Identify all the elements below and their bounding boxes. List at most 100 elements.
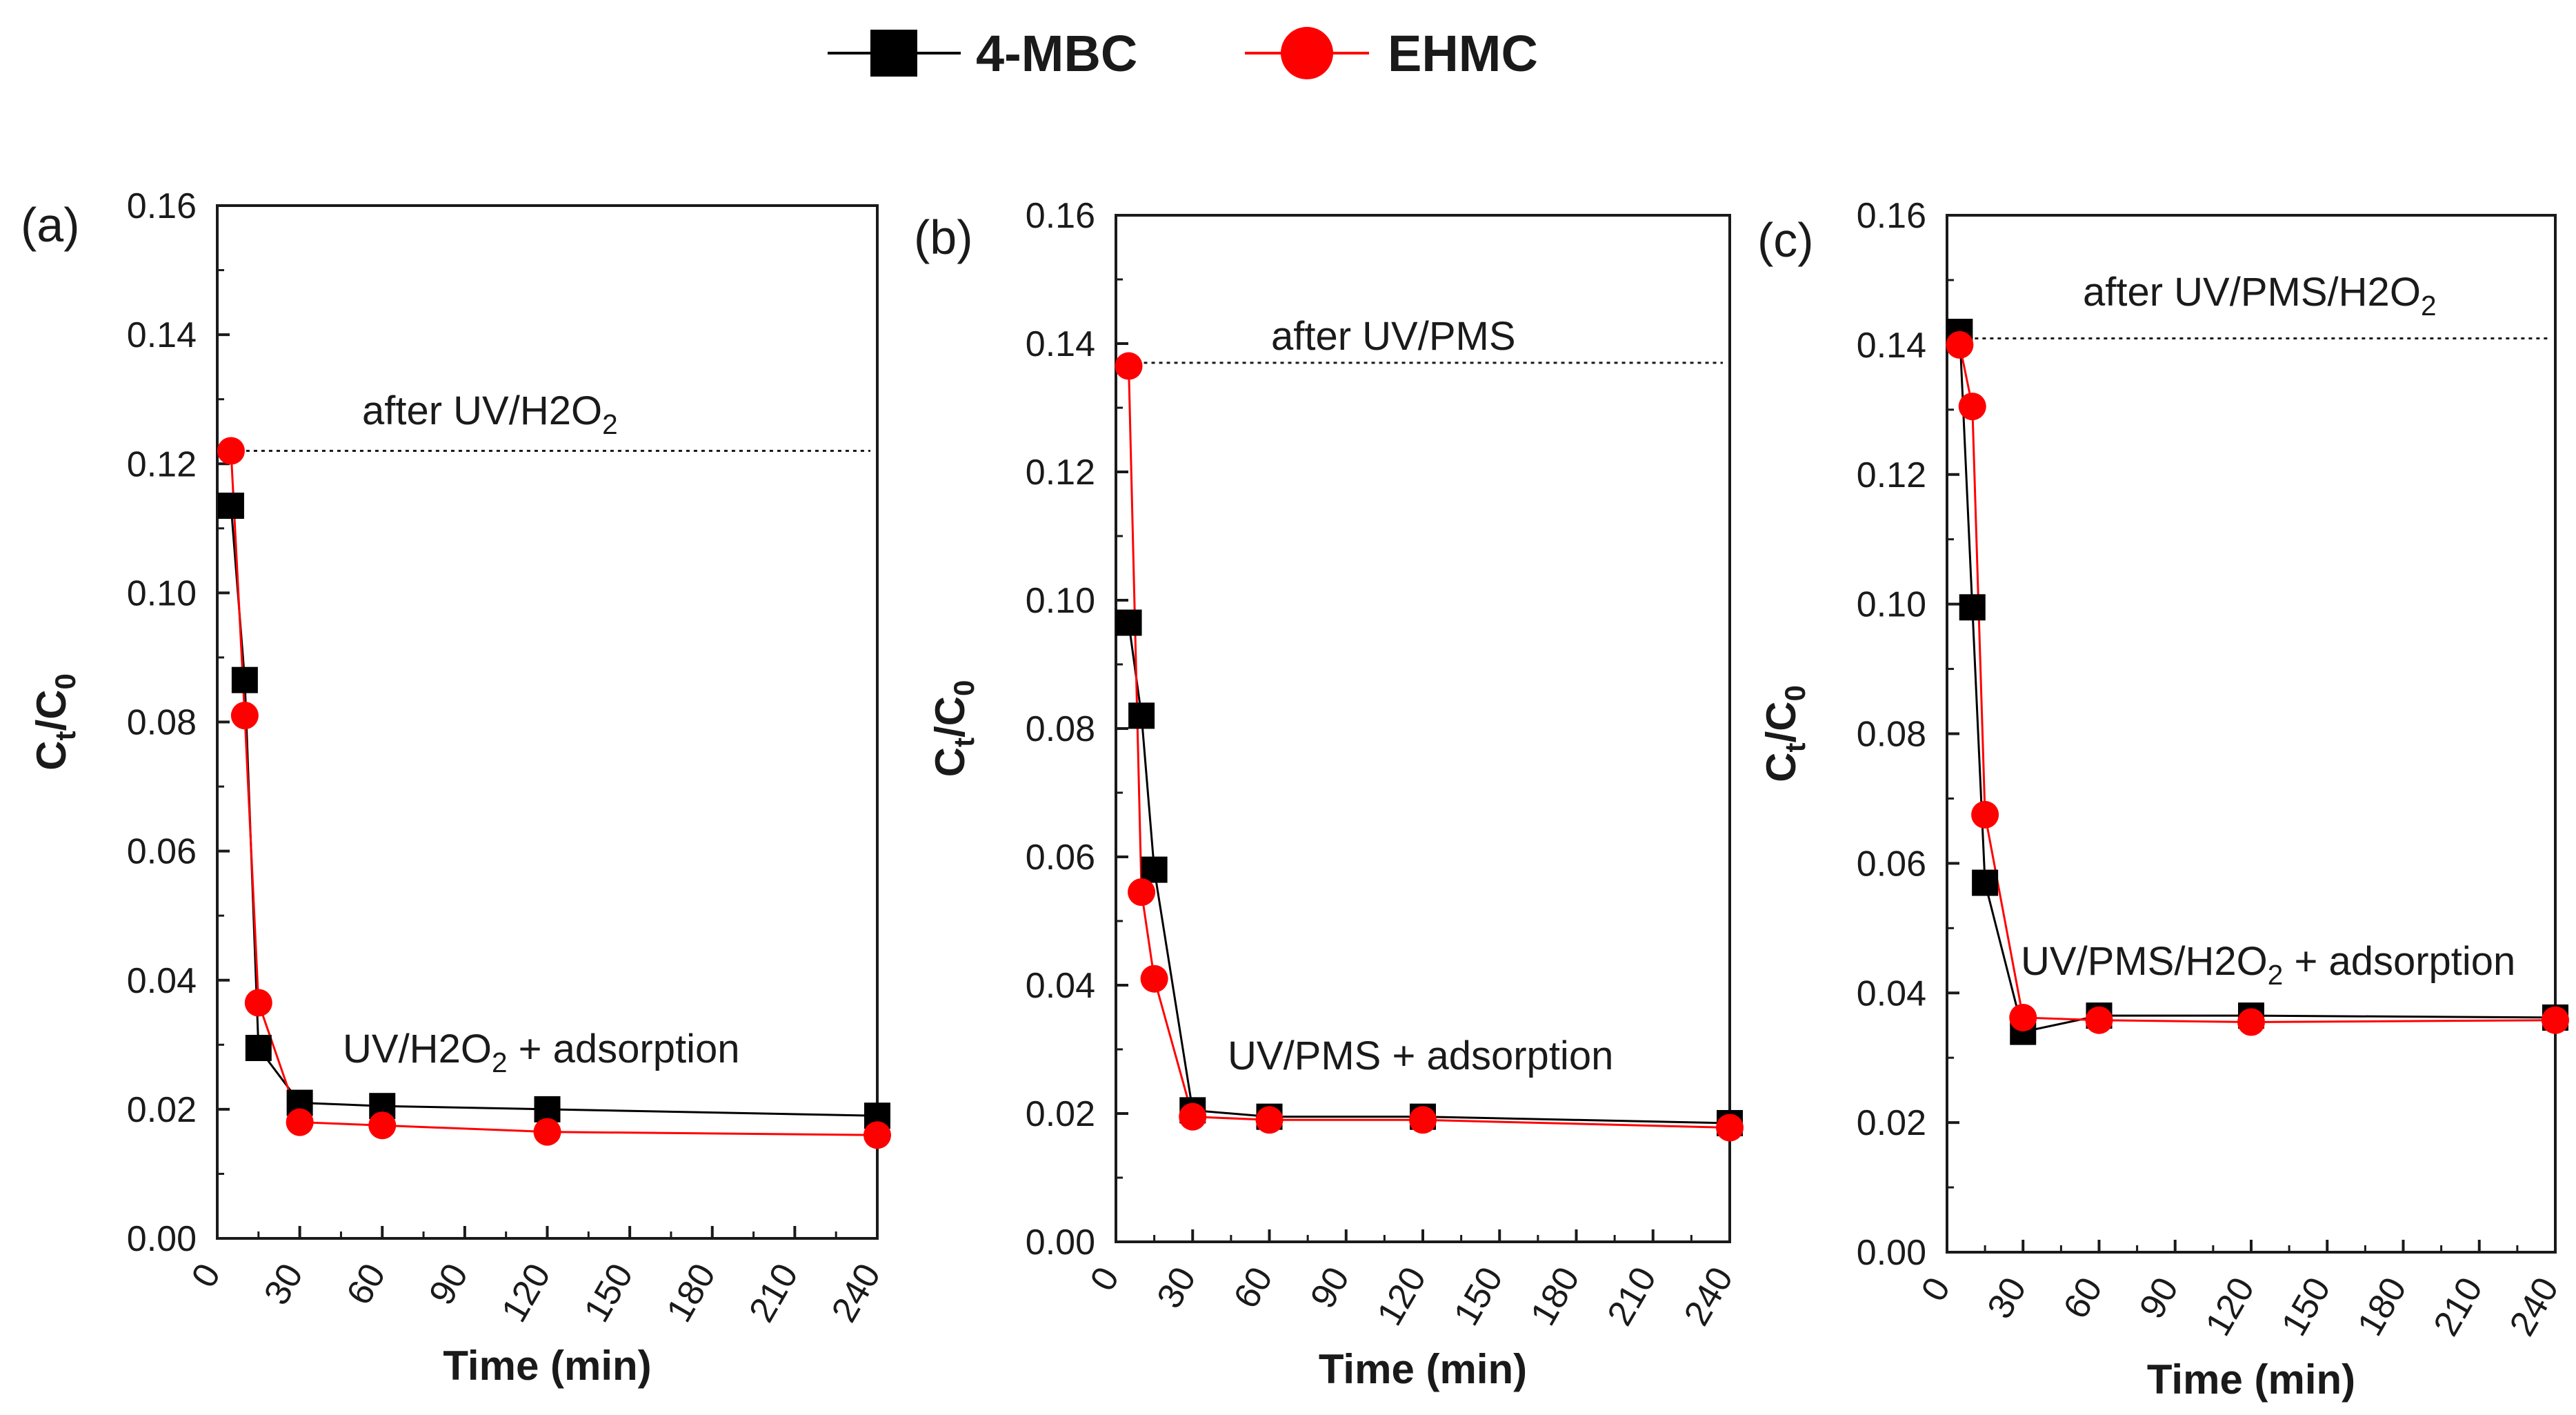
- x-tick-label: 150: [1446, 1260, 1511, 1332]
- y-tick-label: 0.16: [127, 186, 197, 226]
- y-tick-label: 0.06: [1026, 838, 1095, 878]
- x-tick-label: 0: [184, 1257, 229, 1294]
- series-line-4-mbc: [230, 505, 878, 1117]
- y-tick-label: 0.12: [1026, 453, 1095, 493]
- x-tick-label: 120: [494, 1257, 559, 1329]
- y-axis-title: Ct/C0: [1758, 685, 1811, 782]
- x-tick-label: 150: [2274, 1271, 2339, 1343]
- data-point-4-mbc: [1959, 594, 1986, 621]
- annotation-bottom: UV/PMS + adsorption: [1228, 1033, 1613, 1078]
- x-tick-label: 30: [257, 1257, 311, 1312]
- series-line-ehmc: [1958, 344, 2556, 1024]
- data-point-ehmc: [230, 702, 259, 730]
- legend-label: EHMC: [1388, 25, 1538, 82]
- x-tick-label: 0: [1083, 1260, 1128, 1298]
- x-tick-label: 0: [1914, 1271, 1959, 1308]
- x-tick-label: 30: [1979, 1271, 2034, 1325]
- x-tick-label: 150: [577, 1257, 641, 1329]
- data-point-ehmc: [2237, 1008, 2265, 1036]
- annotation-top: after UV/PMS/H2O2: [2083, 270, 2437, 321]
- data-point-ehmc: [368, 1111, 397, 1140]
- y-tick-label: 0.14: [127, 315, 197, 355]
- x-tick-label: 180: [2350, 1271, 2415, 1343]
- data-point-ehmc: [1115, 352, 1143, 380]
- annotation-top: after UV/PMS: [1271, 314, 1516, 359]
- series-line-ehmc: [1128, 366, 1730, 1129]
- data-point-ehmc: [863, 1121, 891, 1149]
- x-tick-label: 60: [339, 1257, 393, 1312]
- data-point-ehmc: [1958, 393, 1986, 421]
- data-point-ehmc: [1716, 1114, 1744, 1142]
- y-tick-label: 0.14: [1857, 326, 1926, 366]
- y-tick-label: 0.12: [127, 444, 197, 484]
- data-point-4-mbc: [217, 493, 244, 520]
- x-tick-label: 210: [741, 1257, 806, 1329]
- x-tick-label: 180: [659, 1257, 724, 1329]
- y-tick-label: 0.10: [1026, 581, 1095, 621]
- x-tick-label: 60: [2056, 1271, 2110, 1325]
- data-point-4-mbc: [1141, 856, 1168, 883]
- data-point-ehmc: [533, 1118, 561, 1146]
- data-point-4-mbc: [231, 666, 258, 693]
- data-point-ehmc: [1946, 330, 1974, 359]
- x-tick-label: 90: [2132, 1271, 2186, 1325]
- x-tick-label: 60: [1226, 1260, 1281, 1315]
- panel-label: (c): [1757, 213, 1814, 267]
- y-axis-title: Ct/C0: [927, 680, 980, 778]
- y-tick-label: 0.02: [1857, 1103, 1926, 1143]
- data-point-ehmc: [244, 989, 272, 1017]
- y-tick-label: 0.08: [1026, 709, 1095, 749]
- x-tick-label: 210: [2426, 1271, 2491, 1343]
- data-point-4-mbc: [534, 1096, 561, 1122]
- legend-marker-square: [870, 30, 917, 77]
- y-tick-label: 0.08: [1857, 715, 1926, 755]
- panels: 0.00 0.02 0.04 0.06 0.08 0.10 0.12 0.14 0.16 0 30 6…: [21, 186, 2569, 1403]
- x-tick-label: 120: [1370, 1260, 1435, 1332]
- y-tick-label: 0.04: [127, 961, 197, 1001]
- x-tick-label: 120: [2198, 1271, 2263, 1343]
- plot-frame: [216, 204, 879, 1240]
- y-tick-label: 0.14: [1026, 324, 1095, 364]
- x-axis-title: Time (min): [443, 1343, 651, 1389]
- data-point-ehmc: [2009, 1003, 2037, 1031]
- y-tick-label: 0.08: [127, 703, 197, 743]
- x-tick-label: 90: [1303, 1260, 1357, 1315]
- y-tick-label: 0.04: [1026, 966, 1095, 1006]
- annotation-bottom: UV/H2O2 + adsorption: [343, 1027, 740, 1078]
- y-tick-label: 0.00: [1857, 1233, 1926, 1273]
- x-axis-title: Time (min): [1319, 1346, 1527, 1392]
- data-point-4-mbc: [1115, 609, 1142, 636]
- y-tick-label: 0.16: [1857, 196, 1926, 236]
- panel-c: 0.00 0.02 0.04 0.06 0.08 0.10 0.12 0.14 0.16 0 30 6…: [1757, 196, 2569, 1403]
- data-point-ehmc: [286, 1108, 314, 1136]
- data-point-ehmc: [1971, 800, 1999, 829]
- data-point-ehmc: [2085, 1006, 2113, 1034]
- panel-label: (a): [21, 198, 80, 252]
- panel-b: 0.00 0.02 0.04 0.06 0.08 0.10 0.12 0.14 0.16 0 30 6…: [914, 196, 1744, 1392]
- annotation-bottom: UV/PMS/H2O2 + adsorption: [2021, 939, 2515, 991]
- legend-marker-circle: [1281, 27, 1333, 79]
- data-point-4-mbc: [1972, 869, 1999, 896]
- x-tick-label: 90: [421, 1257, 476, 1312]
- x-axis-title: Time (min): [2147, 1356, 2355, 1403]
- y-tick-label: 0.00: [1026, 1223, 1095, 1263]
- data-point-ehmc: [1179, 1102, 1207, 1131]
- data-point-ehmc: [1409, 1106, 1437, 1134]
- data-point-ehmc: [217, 437, 245, 465]
- data-point-ehmc: [1255, 1106, 1284, 1134]
- plot-frame: [1946, 214, 2557, 1254]
- y-tick-label: 0.10: [1857, 585, 1926, 625]
- legend: 4-MBC EHMC: [828, 25, 1538, 82]
- data-point-ehmc: [1128, 878, 1156, 907]
- x-tick-label: 240: [824, 1257, 889, 1329]
- y-tick-label: 0.02: [127, 1090, 197, 1130]
- annotation-top: after UV/H2O2: [362, 388, 618, 440]
- x-tick-label: 210: [1600, 1260, 1665, 1332]
- x-tick-label: 240: [2502, 1271, 2567, 1343]
- data-point-4-mbc: [245, 1034, 272, 1061]
- panel-a: 0.00 0.02 0.04 0.06 0.08 0.10 0.12 0.14 0.16 0 30 6…: [21, 186, 891, 1389]
- x-tick-label: 30: [1149, 1260, 1204, 1315]
- data-point-4-mbc: [1128, 702, 1155, 729]
- y-axis-title: Ct/C0: [28, 673, 81, 771]
